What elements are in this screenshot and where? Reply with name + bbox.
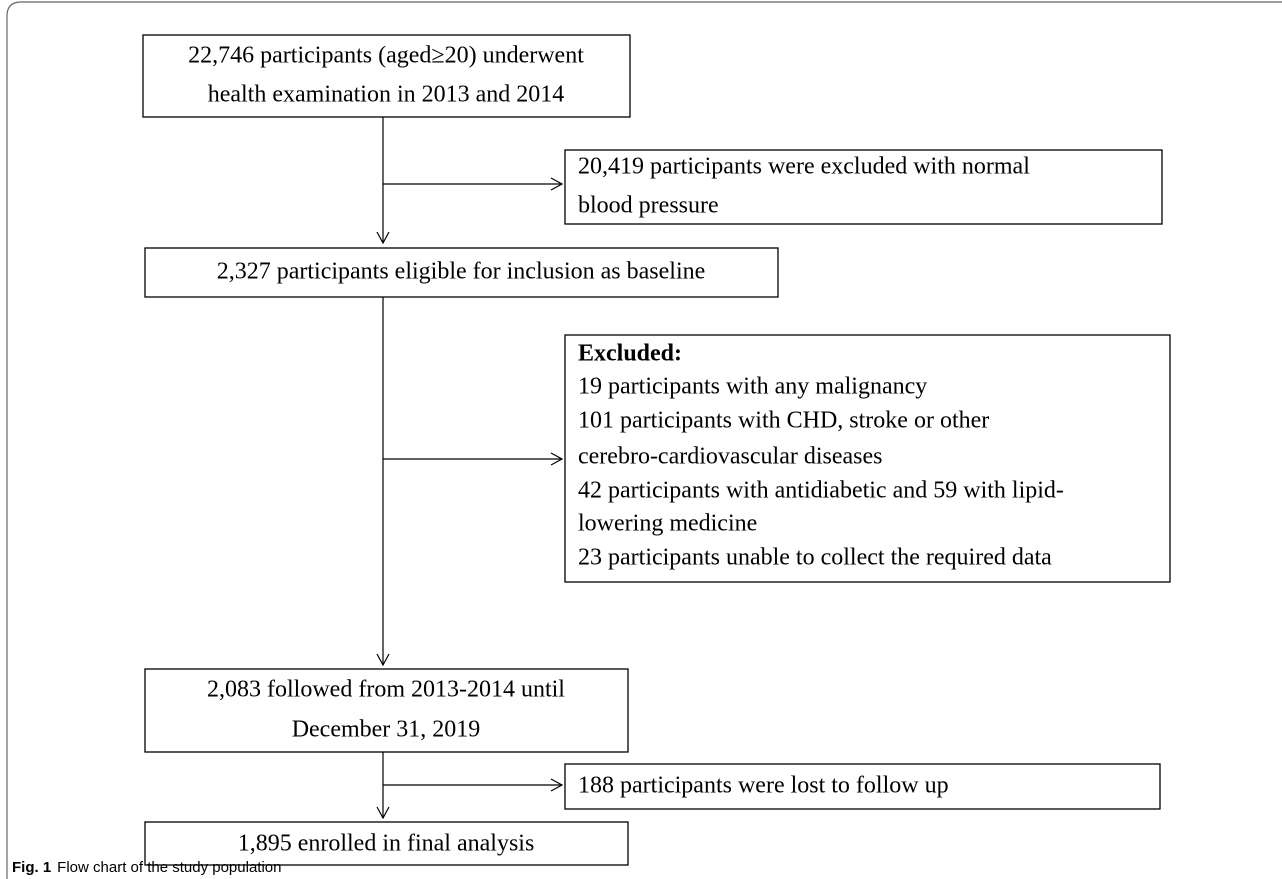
box-text: lowering medicine [578,511,757,537]
box-text: December 31, 2019 [292,717,481,743]
caption-label: Fig. 1 [12,859,51,876]
box-text: 42 participants with antidiabetic and 59… [578,478,1064,504]
box-heading: Excluded: [578,341,682,367]
flow-box [564,763,1161,810]
caption-text: Flow chart of the study population [57,859,281,876]
box-text: 188 participants were lost to follow up [578,773,949,799]
flow-box [144,247,779,298]
box-text: 101 participants with CHD, stroke or oth… [578,408,989,434]
box-text: 2,327 participants eligible for inclusio… [217,259,706,285]
flow-box [144,668,629,753]
box-text: 1,895 enrolled in final analysis [238,831,535,857]
box-text: cerebro-cardiovascular diseases [578,444,883,470]
box-text: 20,419 participants were excluded with n… [578,154,1030,180]
flow-box [142,34,631,118]
box-text: blood pressure [578,193,719,219]
box-text: 22,746 participants (aged≥20) underwent [188,43,584,69]
flow-box [144,821,629,866]
flow-box [564,334,1171,583]
box-text: 19 participants with any malignancy [578,374,927,400]
box-text: 23 participants unable to collect the re… [578,545,1052,571]
box-text: health examination in 2013 and 2014 [208,82,565,108]
figure-frame [6,1,1282,879]
figure-caption: Fig. 1 Flow chart of the study population [12,859,281,876]
flow-box [564,149,1163,225]
box-text: 2,083 followed from 2013-2014 until [207,677,565,703]
